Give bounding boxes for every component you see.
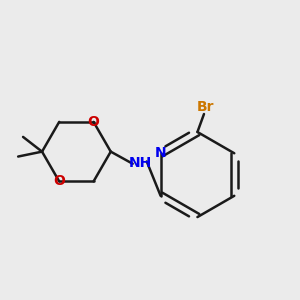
Text: O: O	[88, 115, 100, 129]
Text: O: O	[53, 174, 65, 188]
Text: N: N	[155, 146, 167, 160]
Text: NH: NH	[129, 156, 152, 170]
Text: Br: Br	[197, 100, 214, 115]
